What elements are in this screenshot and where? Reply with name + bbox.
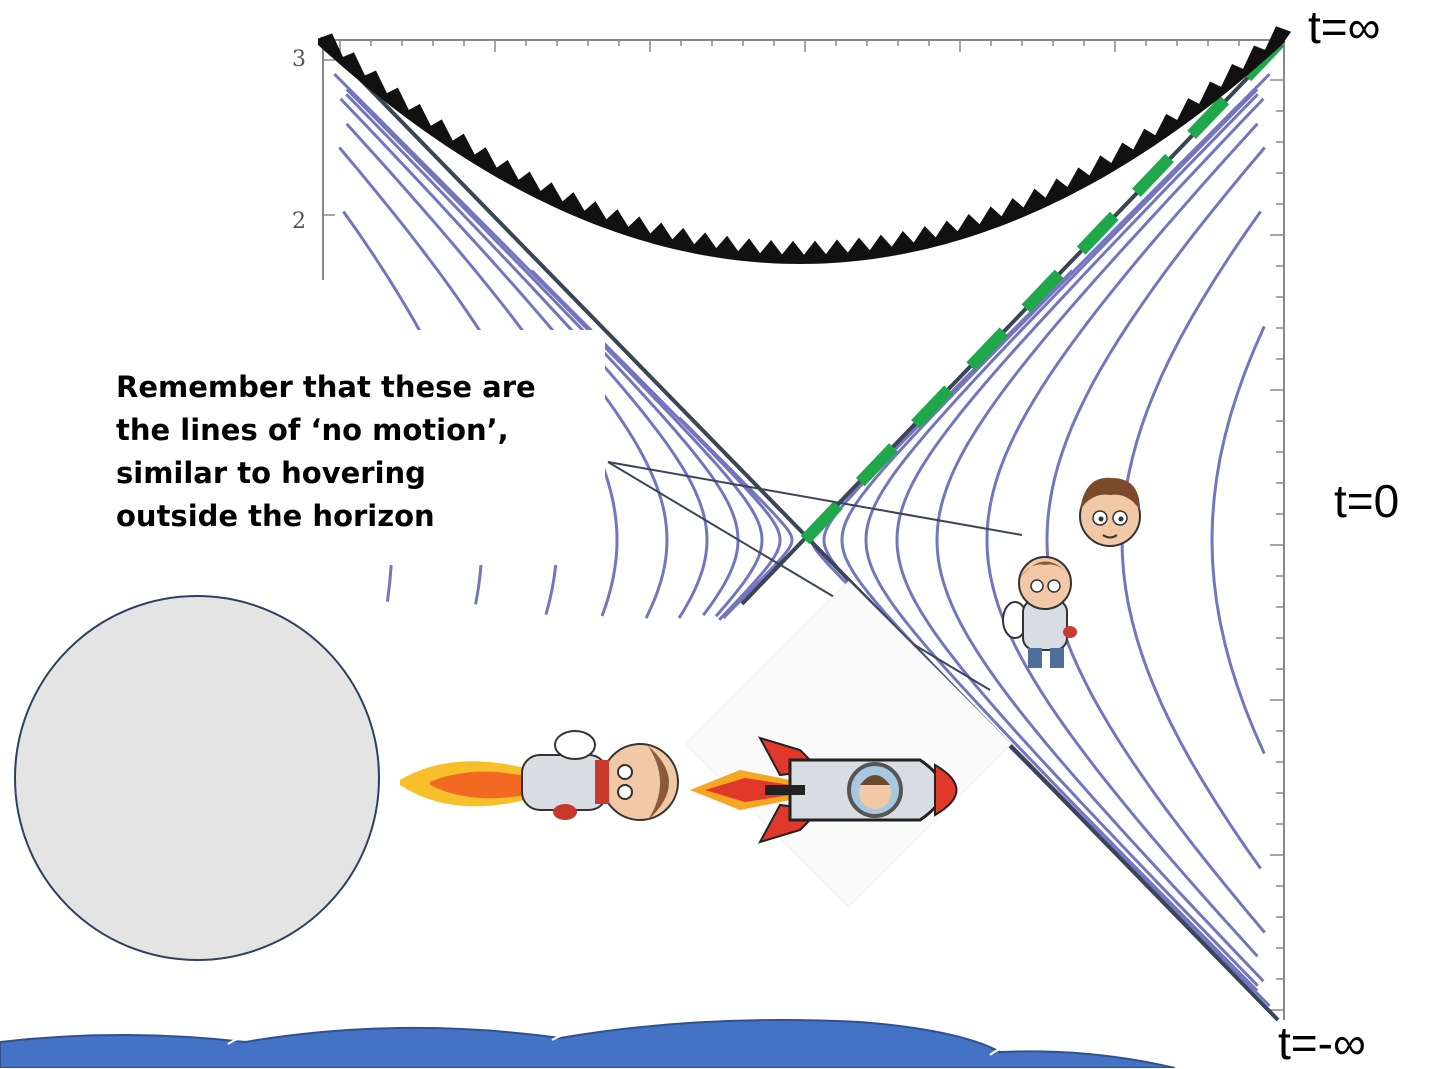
y-tick-2: 2 [292,209,306,234]
cloud-edge [227,1029,1013,1056]
time-label-neg-infinity: t=-∞ [1278,1017,1366,1069]
astronaut-icon [1002,556,1077,668]
callout-lines [607,461,1023,691]
axis-ticks [323,40,1284,1011]
note-mask-left [320,280,385,330]
rocket-icon [690,736,958,844]
rocket-backdrop [685,580,1012,908]
cloud-ground [0,1019,1176,1068]
note-line-2: the lines of ‘no motion’, [116,413,509,447]
singularity-sawtooth [318,26,1292,265]
boy-face-icon [1079,477,1141,547]
note-mask [100,330,605,565]
note-line-3: similar to hovering [116,456,426,490]
jetpack-astronaut-icon [400,730,679,821]
time-label-zero: t=0 [1334,475,1400,527]
time-label-infinity: t=∞ [1308,1,1381,53]
note-line-4: outside the horizon [116,499,435,533]
note-line-1: Remember that these are [116,370,536,404]
planet-circle [14,595,380,961]
infalling-geodesic [800,33,1289,545]
y-tick-3: 3 [292,47,306,72]
note-text: Remember that these are the lines of ‘no… [116,366,596,538]
